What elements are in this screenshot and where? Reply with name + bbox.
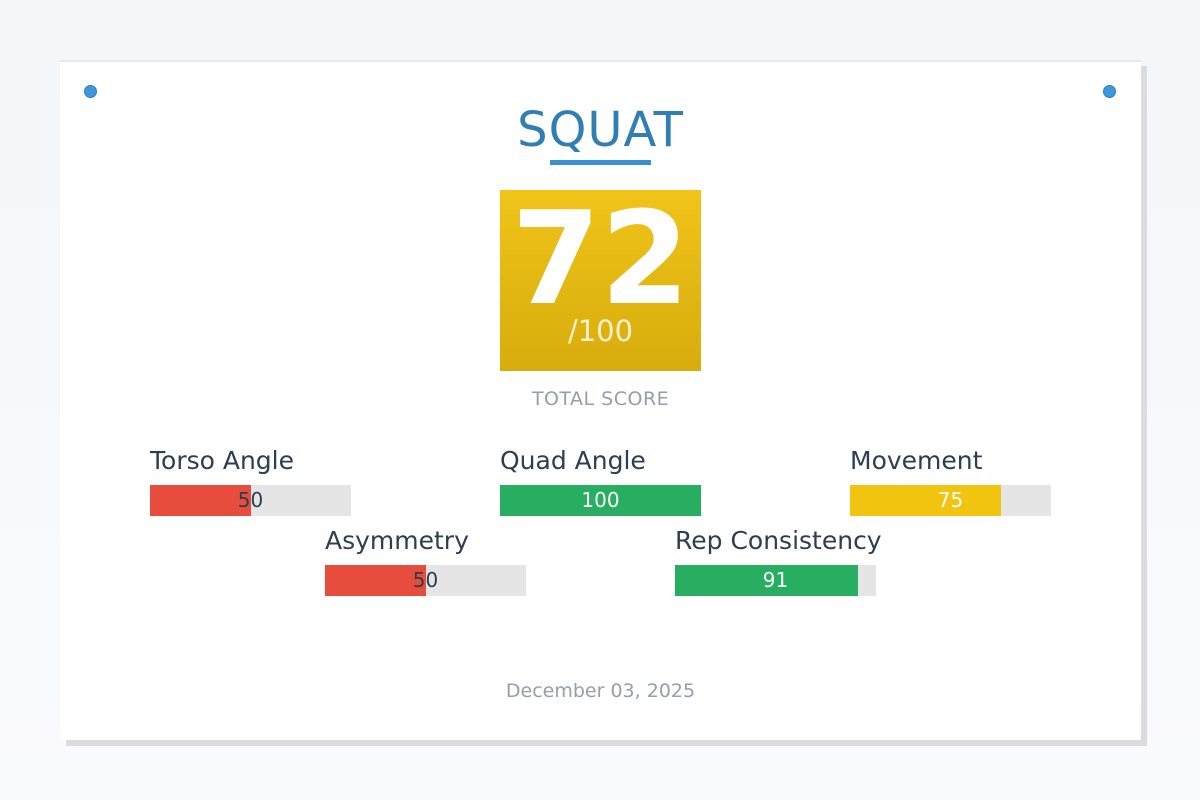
metric-bar: 91 <box>675 565 876 596</box>
pin-icon <box>1103 85 1116 98</box>
metric-value: 91 <box>762 568 789 592</box>
metric-movement: Movement 75 <box>850 446 1090 516</box>
metric-bar: 75 <box>850 485 1051 516</box>
pin-icon <box>84 85 97 98</box>
metric-bar-fill <box>150 485 251 516</box>
metric-label: Movement <box>850 446 983 475</box>
metric-asymmetry: Asymmetry 50 <box>325 526 565 596</box>
metric-label: Rep Consistency <box>675 526 882 555</box>
metric-value: 100 <box>581 488 620 512</box>
session-date: December 03, 2025 <box>505 680 696 702</box>
total-score-caption: TOTAL SCORE <box>531 388 670 410</box>
metric-label: Quad Angle <box>500 446 646 475</box>
metric-label: Asymmetry <box>325 526 469 555</box>
metric-quad-angle: Quad Angle 100 <box>500 446 740 516</box>
metric-label: Torso Angle <box>150 446 295 475</box>
title-underline <box>550 160 651 165</box>
metric-torso-angle: Torso Angle 50 <box>150 446 390 516</box>
metric-bar-fill <box>325 565 426 596</box>
metric-bar: 50 <box>325 565 526 596</box>
metric-bar: 50 <box>150 485 351 516</box>
metric-bar: 100 <box>500 485 701 516</box>
metric-bar-fill <box>850 485 1001 516</box>
total-score-max: /100 <box>567 314 634 348</box>
metric-rep-consistency: Rep Consistency 91 <box>675 526 915 596</box>
metric-value: 50 <box>237 488 264 512</box>
metric-bar-fill <box>675 565 858 596</box>
metric-value: 50 <box>412 568 439 592</box>
score-card: SQUAT 72 /100 TOTAL SCORE Torso Angle 50… <box>60 60 1141 740</box>
metric-bar-fill <box>500 485 701 516</box>
exercise-title: SQUAT <box>517 102 684 158</box>
metric-value: 75 <box>937 488 964 512</box>
total-score-value: 72 <box>511 185 690 334</box>
total-score-box: 72 /100 <box>500 190 701 371</box>
